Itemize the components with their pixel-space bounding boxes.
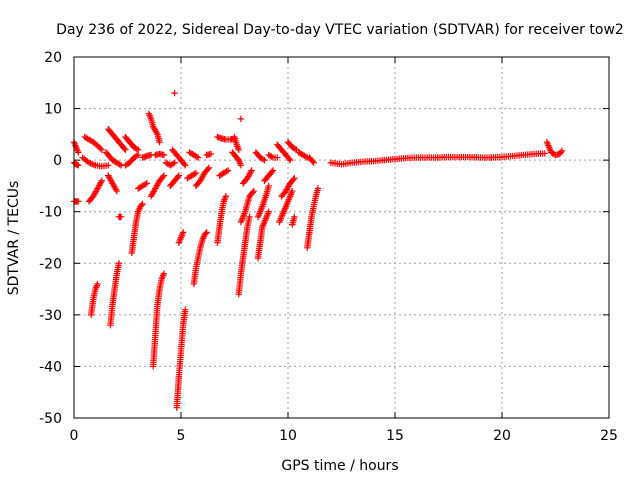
x-tick-label: 10 [279,428,297,444]
data-point [302,153,310,160]
data-point [192,169,200,177]
data-point [116,161,123,168]
data-point [558,147,566,155]
x-tick-label: 25 [600,428,618,444]
data-point [194,154,202,161]
data-point [237,162,245,169]
data-point [291,174,298,182]
plot-frame [73,56,610,419]
data-point [98,146,106,154]
chart-title: Day 236 of 2022, Sidereal Day-to-day VTE… [56,22,624,38]
data-point [265,208,272,215]
x-tick-label: 0 [70,428,79,444]
x-axis-label: GPS time / hours [281,458,398,474]
data-point [160,270,168,277]
data-point [138,202,145,209]
y-tick-label: -30 [39,308,62,324]
data-point [291,145,299,153]
data-point [314,185,322,192]
data-point [261,156,268,164]
x-tick-label: 20 [493,428,511,444]
data-point [204,165,211,173]
data-point [171,89,178,97]
data-point [541,150,548,157]
data-point [289,187,296,195]
data-point [310,159,317,166]
data-point [169,160,177,167]
data-point [133,145,140,153]
data-point [237,115,245,123]
data-point [179,229,187,236]
grid [74,57,609,418]
x-tick-label: 5 [177,428,186,444]
data-point [94,142,101,149]
data-point [182,162,189,169]
y-tick-label: 20 [44,50,62,66]
data-point [265,182,272,190]
data-point [143,180,150,187]
data-point [95,143,103,151]
data-point [156,138,163,146]
data-point [160,172,168,179]
data-point [223,168,230,175]
data-point [268,168,276,175]
data-point [94,280,101,288]
data-point [290,176,297,183]
data-point [113,187,120,195]
tick-labels: 0 5 10 15 20 25 -50 -40 -30 -20 -10 0 10 20 [39,50,618,444]
data-point [117,213,125,221]
y-tick-label: -10 [39,205,62,221]
data-point [203,229,210,236]
data-point [135,146,142,154]
data-point [97,145,104,152]
data-point [160,151,168,159]
data-point [159,173,167,181]
data-point [122,146,129,154]
data-point [202,230,209,237]
data-point [274,154,281,161]
data-point [182,306,189,313]
data-point [75,162,82,169]
data-point [222,193,230,200]
data-point [175,172,183,179]
data-point [181,160,188,168]
data-point [246,213,253,221]
data-point [98,177,106,184]
y-tick-label: -40 [39,359,62,375]
data-point [268,153,275,160]
data-point [75,198,82,205]
y-axis-label: SDTVAR / TECUs [6,181,22,296]
data-point [259,156,267,163]
data-point [174,173,181,181]
data-point [139,200,146,208]
data-point [249,189,256,196]
data-point [121,145,128,152]
data-point [171,159,178,166]
data-point [115,260,123,267]
data-point [142,181,149,188]
data-point [105,162,112,169]
y-tick-label: 0 [53,153,62,169]
data-point [191,170,198,178]
y-tick-label: 10 [44,102,62,118]
data-points [70,89,566,411]
data-point [235,146,242,154]
data-point [205,164,213,172]
y-tick-label: -50 [39,411,62,427]
data-point [286,156,294,164]
x-tick-label: 15 [386,428,404,444]
data-point [133,152,140,160]
data-point [250,187,257,195]
data-point [224,167,232,174]
data-point [207,150,215,158]
y-tick-label: -20 [39,256,62,272]
data-point [269,167,277,174]
data-point [248,167,255,174]
data-point [75,149,82,156]
data-point [193,153,200,160]
data-point [291,213,298,221]
data-point [309,158,316,165]
data-point [285,155,293,163]
